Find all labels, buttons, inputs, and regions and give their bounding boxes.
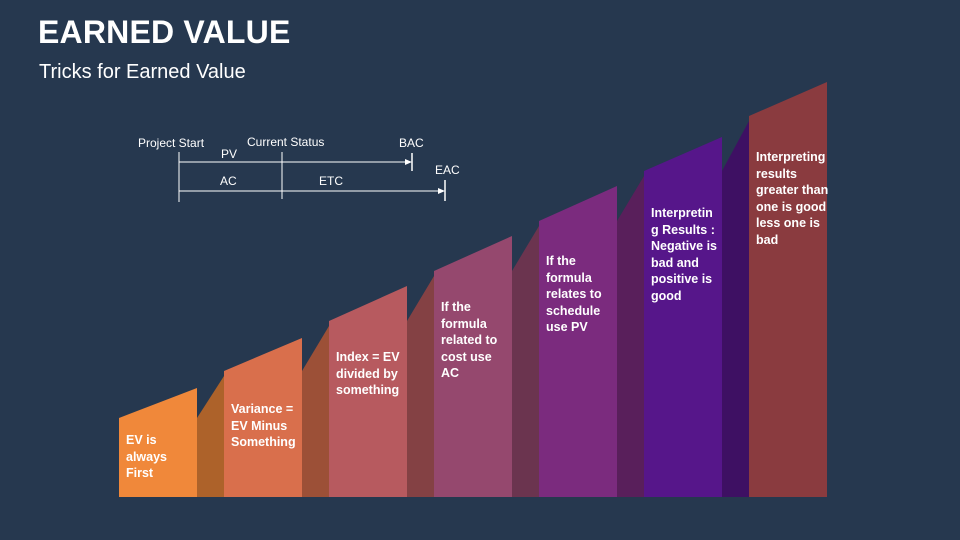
stair-connector-1 <box>197 376 224 497</box>
timeline-etc-label: ETC <box>319 174 343 188</box>
stair-step-4 <box>434 236 512 497</box>
stair-step-3 <box>329 286 407 497</box>
stair-step-1 <box>119 388 197 497</box>
stair-connector-4 <box>512 226 539 497</box>
stair-faces <box>119 82 827 497</box>
timeline-ac-label: AC <box>220 174 237 188</box>
stair-step-text-6: Interpretin g Results : Negative is bad … <box>651 206 718 303</box>
stair-step-text-4: If the formula related to cost use AC <box>441 300 498 380</box>
stair-connector-6 <box>722 121 749 497</box>
slide-subtitle: Tricks for Earned Value <box>39 61 246 83</box>
timeline-current-status-label: Current Status <box>247 135 324 149</box>
stair-connector-5 <box>617 176 644 497</box>
stair-step-text-7: Interpreting results greater than one is… <box>756 150 829 247</box>
timeline-pv-label: PV <box>221 147 237 161</box>
timeline-project-start-label: Project Start <box>138 136 205 150</box>
stair-step-7 <box>749 82 827 497</box>
timeline-bac-label: BAC <box>399 136 424 150</box>
timeline-pv-arrowhead <box>405 159 412 165</box>
stair-connector-2 <box>302 326 329 497</box>
timeline-eac-label: EAC <box>435 163 460 177</box>
timeline-ac-arrowhead <box>438 188 445 194</box>
stair-step-text-1: EV is always First <box>126 433 168 480</box>
stair-connectors <box>197 121 749 497</box>
stair-step-5 <box>539 186 617 497</box>
stair-step-6 <box>644 137 722 497</box>
stair-step-text-3: Index = EV divided by something <box>336 350 400 397</box>
stair-step-text-2: Variance = EV Minus Something <box>231 402 296 449</box>
stair-connector-3 <box>407 276 434 497</box>
stair-step-text-5: If the formula relates to schedule use P… <box>546 254 602 334</box>
slide-title: EARNED VALUE <box>38 14 291 50</box>
stair-step-2 <box>224 338 302 497</box>
